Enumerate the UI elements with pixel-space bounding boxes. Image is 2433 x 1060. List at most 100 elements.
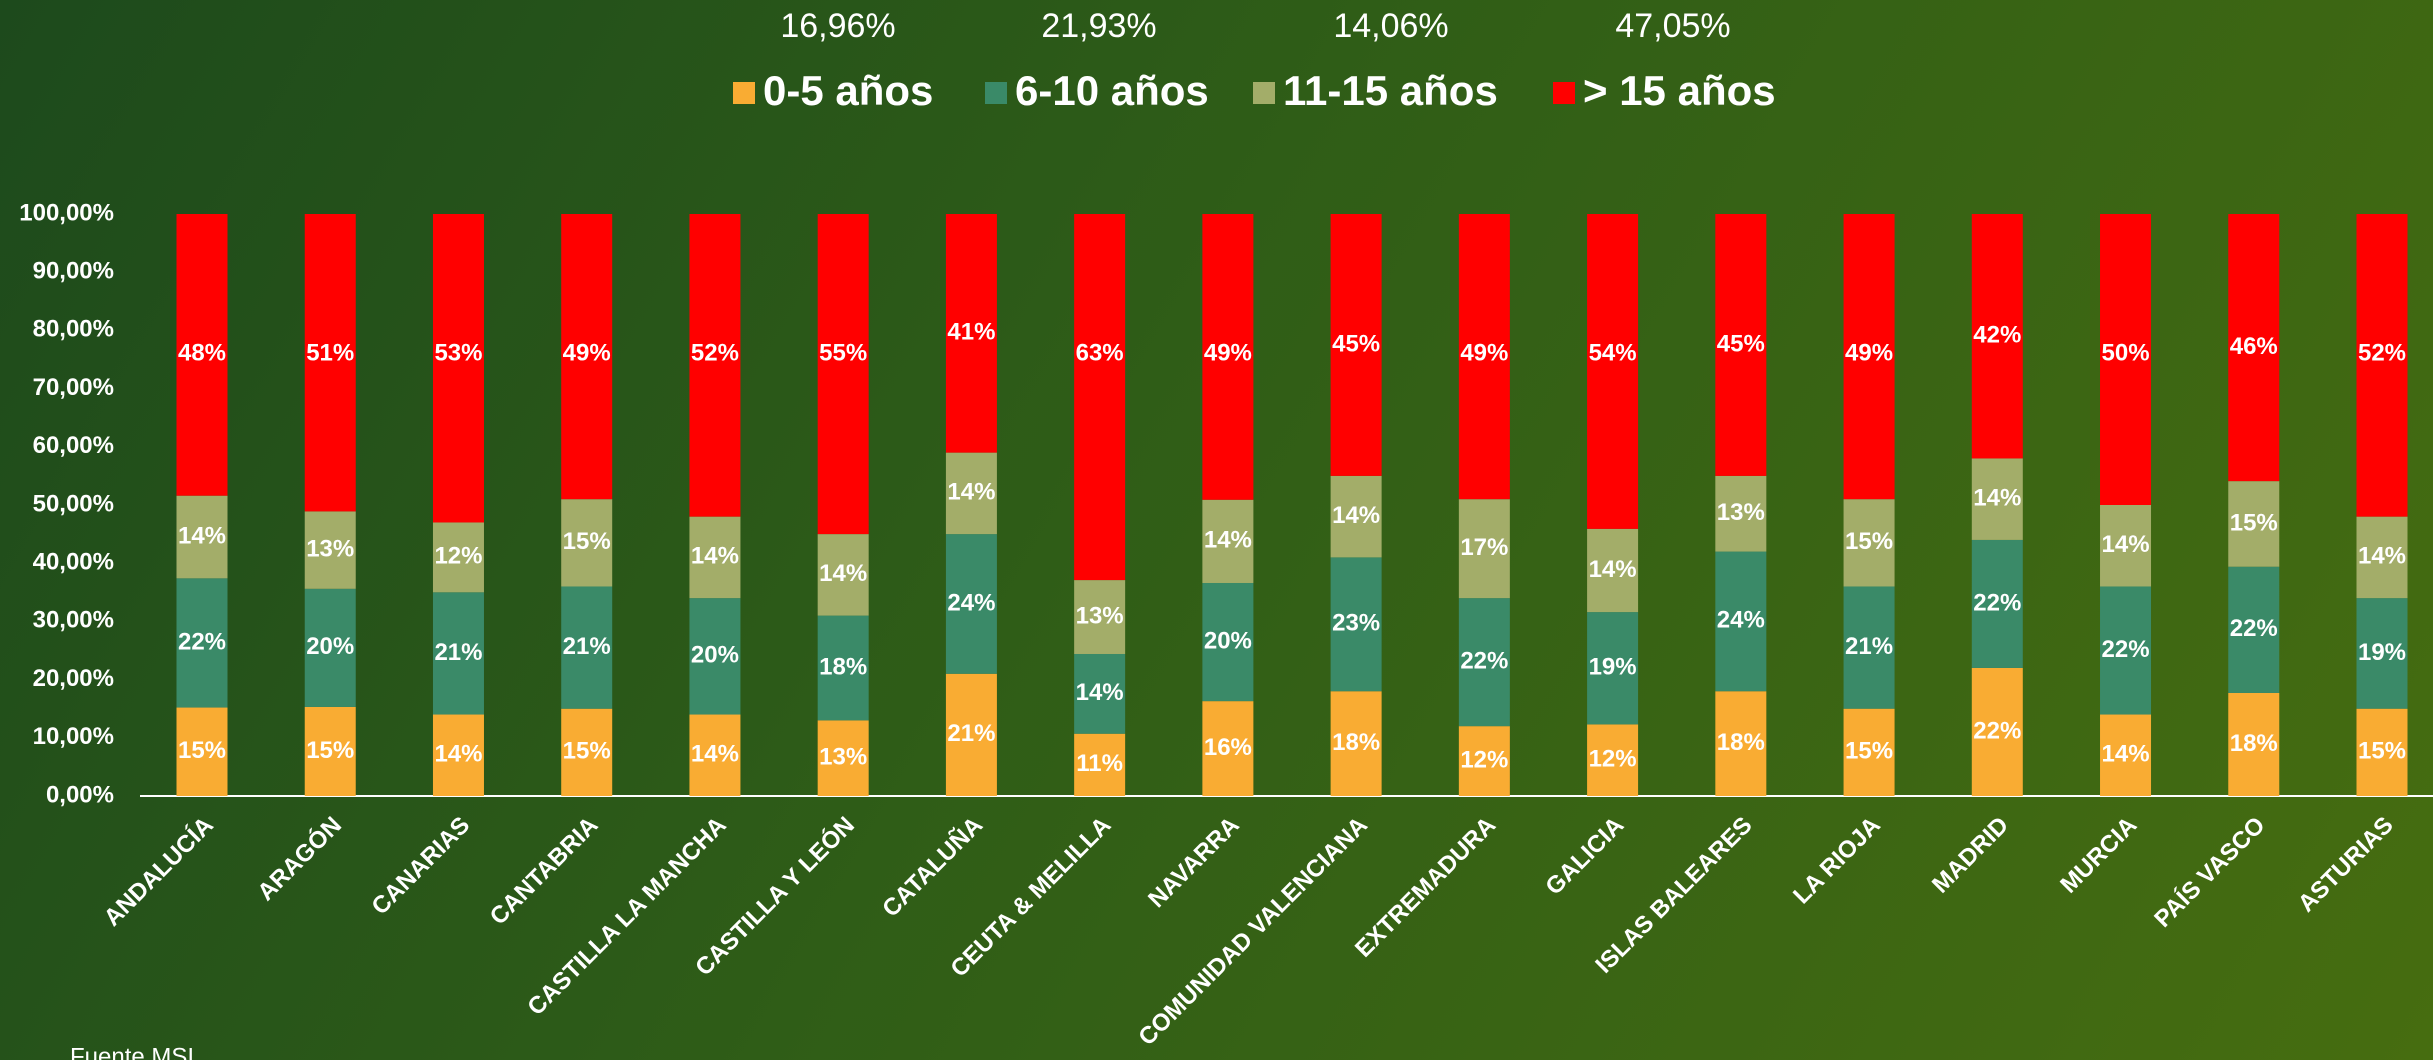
value-label: 22%	[1973, 589, 2021, 616]
value-label: 14%	[1076, 679, 1124, 706]
value-label: 55%	[819, 339, 867, 366]
y-tick-label: 90,00%	[33, 258, 114, 285]
y-tick-label: 80,00%	[33, 316, 114, 343]
value-label: 13%	[1076, 602, 1124, 629]
legend-label: 0-5 años	[763, 67, 933, 114]
value-label: 15%	[2230, 509, 2278, 536]
value-label: 20%	[1204, 627, 1252, 654]
value-label: 11%	[1076, 750, 1123, 777]
chart: Fuente MSI 0,00% 10,00% 20,00% 30,00% 40,00%…	[0, 0, 2433, 1060]
value-label: 15%	[178, 737, 226, 764]
value-label: 14%	[2102, 741, 2150, 768]
y-tick-label: 0,00%	[46, 781, 114, 808]
value-label: 20%	[306, 633, 354, 660]
value-label: 12%	[1460, 746, 1508, 773]
value-label: 50%	[2102, 339, 2150, 366]
value-label: 48%	[178, 339, 226, 366]
value-label: 21%	[947, 720, 995, 747]
value-label: 41%	[947, 319, 995, 346]
value-label: 20%	[691, 642, 739, 669]
y-tick-label: 20,00%	[33, 665, 114, 692]
x-tick-label: EXTREMADURA	[1350, 812, 1501, 963]
series-total: 47,05%	[1615, 7, 1730, 45]
x-tick-label: CANTABRIA	[485, 812, 604, 931]
y-tick-label: 70,00%	[33, 374, 114, 401]
value-label: 49%	[1204, 339, 1252, 366]
value-label: 45%	[1717, 330, 1765, 357]
value-label: 63%	[1076, 339, 1124, 366]
x-tick-label: COMUNIDAD VALENCIANA	[1133, 812, 1372, 1051]
series-total: 14,06%	[1333, 7, 1448, 45]
value-label: 54%	[1589, 339, 1637, 366]
x-tick-label: ASTURIAS	[2293, 812, 2399, 918]
series-total: 21,93%	[1041, 7, 1156, 45]
y-tick-label: 10,00%	[33, 723, 114, 750]
value-label: 49%	[1460, 339, 1508, 366]
value-label: 13%	[306, 535, 354, 562]
value-label: 24%	[1717, 607, 1765, 634]
value-label: 49%	[563, 339, 611, 366]
legend-swatch	[733, 82, 755, 104]
value-label: 46%	[2230, 333, 2278, 360]
legend-swatch	[985, 82, 1007, 104]
x-tick-label: ANDALUCÍA	[98, 811, 219, 932]
value-label: 14%	[2358, 543, 2406, 570]
legend-swatch	[1553, 82, 1575, 104]
value-label: 14%	[1973, 485, 2021, 512]
value-label: 18%	[1332, 729, 1380, 756]
value-label: 14%	[1332, 502, 1380, 529]
value-label: 15%	[306, 737, 354, 764]
value-label: 13%	[1717, 499, 1765, 526]
x-tick-label: CANARIAS	[367, 812, 476, 921]
value-label: 14%	[691, 543, 739, 570]
value-label: 24%	[947, 589, 995, 616]
value-label: 21%	[434, 639, 482, 666]
value-label: 18%	[2230, 730, 2278, 757]
y-tick-label: 100,00%	[19, 199, 114, 226]
value-label: 19%	[2358, 639, 2406, 666]
y-tick-label: 50,00%	[33, 490, 114, 517]
x-tick-label: PAÍS VASCO	[2149, 811, 2271, 933]
value-label: 12%	[434, 543, 482, 570]
value-label: 22%	[1460, 647, 1508, 674]
value-label: 12%	[1589, 746, 1637, 773]
value-label: 21%	[1845, 633, 1893, 660]
bar-segment	[1587, 214, 1638, 529]
value-label: 14%	[819, 560, 867, 587]
bar-segment	[1074, 214, 1125, 580]
legend-label: 6-10 años	[1015, 67, 1209, 114]
source: Fuente MSI	[70, 1043, 194, 1060]
value-label: 22%	[1973, 717, 2021, 744]
legend-label: > 15 años	[1583, 67, 1776, 114]
bar-segment	[433, 214, 484, 522]
value-label: 42%	[1973, 322, 2021, 349]
value-label: 53%	[434, 339, 482, 366]
value-label: 18%	[819, 653, 867, 680]
value-label: 22%	[2230, 615, 2278, 642]
value-label: 52%	[2358, 339, 2406, 366]
x-tick-label: LA RIOJA	[1788, 812, 1886, 910]
value-label: 22%	[2102, 636, 2150, 663]
value-label: 14%	[691, 741, 739, 768]
y-tick-label: 30,00%	[33, 607, 114, 634]
y-tick-label: 40,00%	[33, 549, 114, 576]
x-tick-label: GALICIA	[1540, 812, 1629, 901]
value-label: 15%	[563, 528, 611, 555]
value-label: 49%	[1845, 339, 1893, 366]
x-tick-label: MURCIA	[2055, 812, 2142, 899]
x-tick-label: NAVARRA	[1143, 812, 1244, 913]
value-label: 15%	[563, 738, 611, 765]
value-label: 45%	[1332, 330, 1380, 357]
page: {"chart_data": {"type": "stacked_bar", "…	[0, 0, 2433, 1060]
value-label: 14%	[434, 741, 482, 768]
value-label: 15%	[1845, 528, 1893, 555]
x-tick-label: MADRID	[1927, 812, 2014, 899]
value-label: 14%	[1589, 556, 1637, 583]
value-label: 14%	[1204, 527, 1252, 554]
value-label: 22%	[178, 628, 226, 655]
x-tick-label: CATALUÑA	[877, 811, 989, 923]
y-tick-label: 60,00%	[33, 432, 114, 459]
value-label: 51%	[306, 339, 354, 366]
legend-label: 11-15 años	[1283, 67, 1498, 114]
value-label: 19%	[1589, 654, 1637, 681]
